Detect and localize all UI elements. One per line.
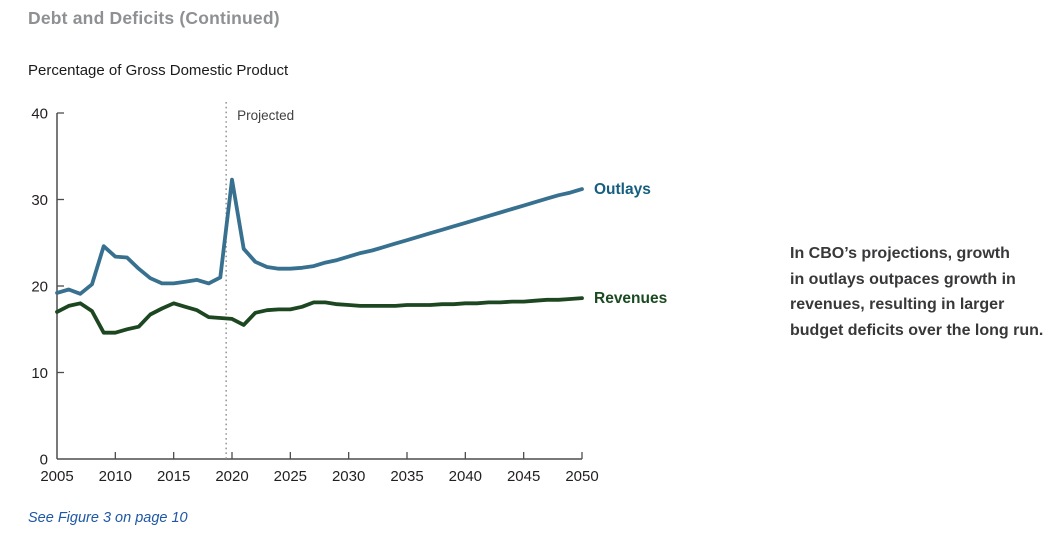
projected-label: Projected	[237, 108, 294, 123]
annotation-line: revenues, resulting in larger	[790, 296, 1005, 314]
annotation-line: in outlays outpaces growth in	[790, 270, 1016, 288]
y-tick-label: 30	[31, 192, 48, 209]
y-tick-label: 40	[31, 106, 48, 123]
x-tick-label: 2030	[332, 468, 365, 485]
y-tick-label: 20	[31, 279, 48, 296]
x-tick-label: 2045	[507, 468, 540, 485]
x-tick-label: 2035	[390, 468, 423, 485]
revenues-line	[55, 296, 584, 335]
x-tick-label: 2020	[215, 468, 248, 485]
x-tick-label: 2025	[274, 468, 307, 485]
y-tick-label: 10	[31, 365, 48, 382]
x-tick-label: 2040	[449, 468, 482, 485]
outlays-label: Outlays	[594, 181, 651, 198]
x-tick-label: 2010	[99, 468, 132, 485]
figure-reference-link[interactable]: See Figure 3 on page 10	[28, 510, 188, 526]
annotation-text: In CBO’s projections, growth in outlays …	[790, 241, 1050, 344]
revenues-label: Revenues	[594, 290, 667, 307]
chart-subtitle: Percentage of Gross Domestic Product	[28, 62, 289, 79]
x-tick-label: 2005	[40, 468, 73, 485]
annotation-line: budget deficits over the long run.	[790, 322, 1044, 340]
page-title: Debt and Deficits (Continued)	[28, 8, 280, 28]
x-tick-label: 2015	[157, 468, 190, 485]
outlays-line	[55, 177, 584, 296]
x-axis-ticks: 2005 2010 2015 2020 2025 2030 2035 2040 2045 2050	[40, 452, 599, 485]
x-tick-label: 2050	[565, 468, 598, 485]
annotation-line: In CBO’s projections, growth	[790, 245, 1010, 262]
y-axis-ticks: 0 10 20 30 40	[31, 106, 64, 469]
y-tick-label: 0	[40, 452, 48, 469]
